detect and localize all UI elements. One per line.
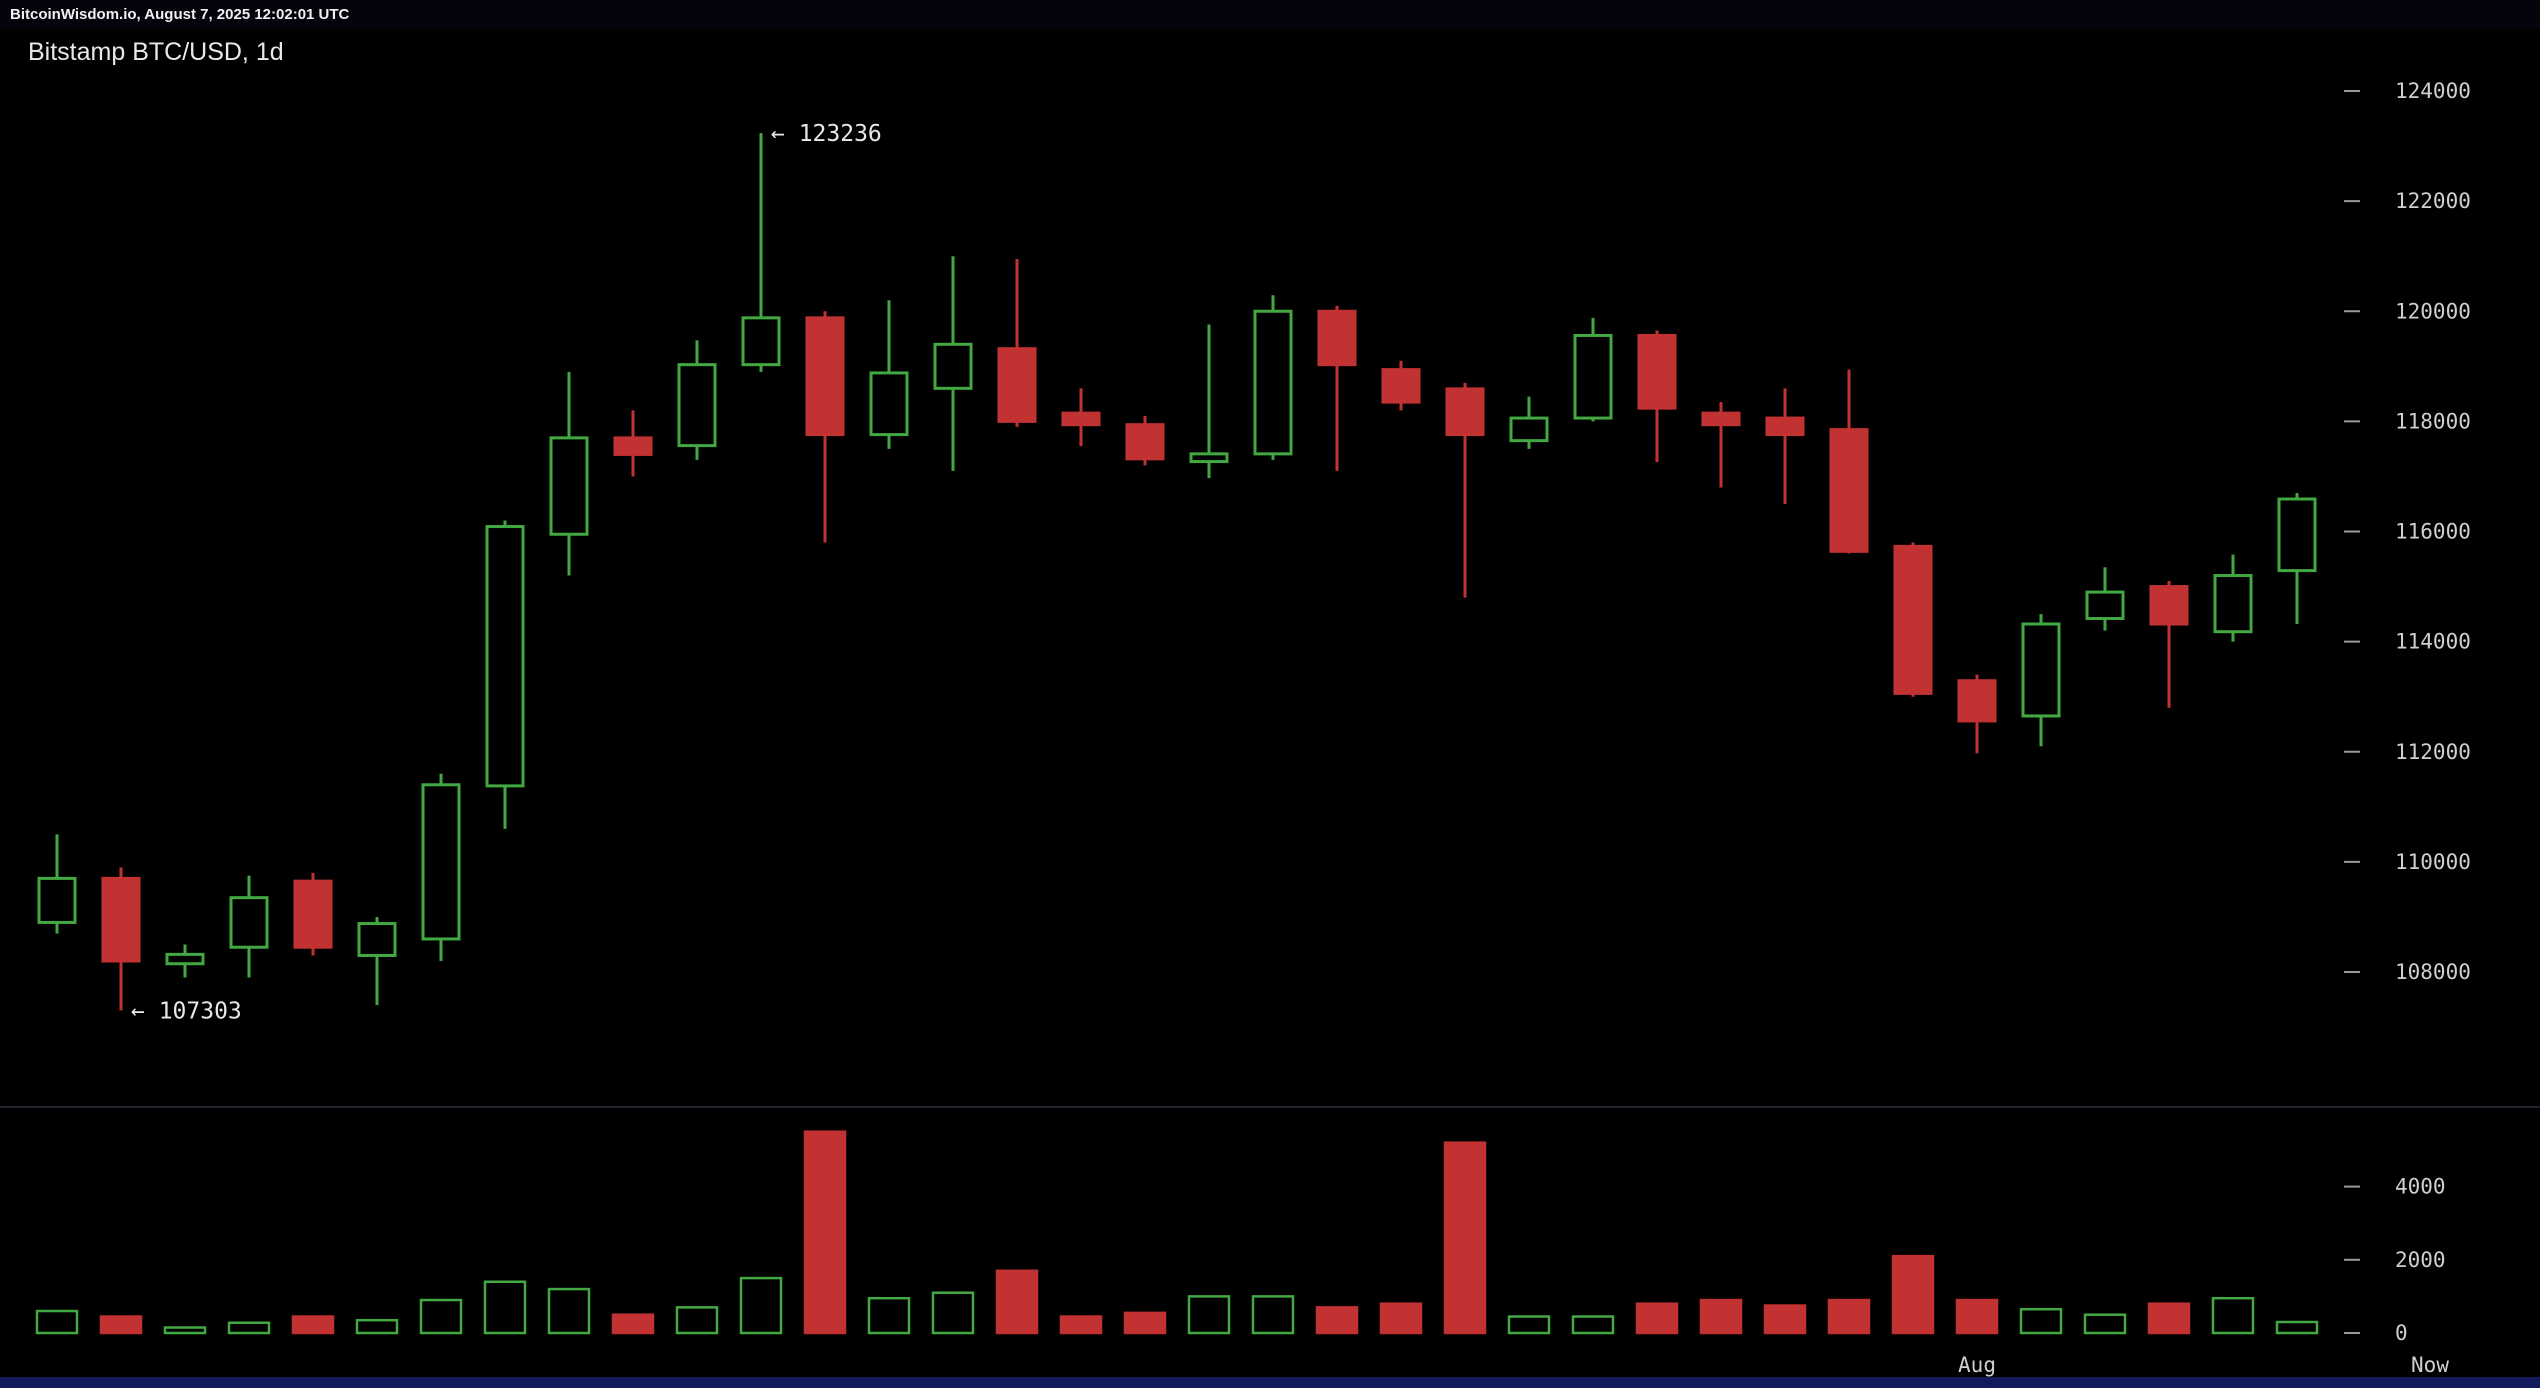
- candle-down: [997, 347, 1037, 423]
- volume-bar-down: [1891, 1254, 1935, 1335]
- candle-up: [2213, 574, 2253, 634]
- volume-bar-up: [2019, 1307, 2063, 1335]
- volume-bar-down: [1763, 1304, 1807, 1335]
- volume-bar-up: [1507, 1315, 1551, 1335]
- price-axis-label: 108000: [2395, 960, 2471, 984]
- candle-down: [1829, 428, 1869, 553]
- bottom-strip: [0, 1377, 2540, 1388]
- candle-down: [1445, 387, 1485, 437]
- high-price-annotation: ← 123236: [771, 121, 882, 147]
- x-axis-label-aug: Aug: [1958, 1353, 1996, 1377]
- volume-axis-label: 4000: [2395, 1175, 2446, 1199]
- candle-up: [1253, 309, 1293, 456]
- x-axis-label-now: Now: [2411, 1353, 2449, 1377]
- candle-down: [101, 876, 141, 963]
- volume-bar-down: [1443, 1141, 1487, 1335]
- volume-bar-up: [1187, 1295, 1231, 1335]
- volume-bar-down: [2147, 1302, 2191, 1335]
- volume-bar-up: [483, 1280, 527, 1335]
- candle-down: [1893, 544, 1933, 695]
- volume-bar-down: [1955, 1298, 1999, 1335]
- candle-down: [1061, 411, 1101, 427]
- candle-down: [1125, 423, 1165, 461]
- volume-bar-up: [2275, 1320, 2319, 1335]
- volume-bar-down: [291, 1315, 335, 1335]
- candle-up: [229, 896, 269, 949]
- volume-bar-up: [739, 1276, 783, 1335]
- candle-up: [485, 525, 525, 788]
- candle-down: [2149, 585, 2189, 626]
- volume-bar-down: [1315, 1306, 1359, 1335]
- candle-up: [1509, 416, 1549, 443]
- candle-down: [1317, 309, 1357, 367]
- volume-axis-label: 0: [2395, 1321, 2408, 1345]
- volume-axis-label: 2000: [2395, 1248, 2446, 1272]
- candle-down: [1381, 368, 1421, 404]
- volume-bar-down: [803, 1130, 847, 1335]
- volume-bar-up: [163, 1326, 207, 1335]
- price-axis-label: 118000: [2395, 409, 2471, 433]
- candle-down: [1957, 679, 1997, 723]
- price-axis-label: 110000: [2395, 850, 2471, 874]
- candle-up: [421, 783, 461, 941]
- candle-up: [165, 952, 205, 966]
- chart-title: Bitstamp BTC/USD, 1d: [28, 38, 284, 66]
- candle-up: [549, 436, 589, 536]
- volume-bar-up: [1571, 1315, 1615, 1335]
- volume-bar-up: [1251, 1295, 1295, 1335]
- volume-bar-down: [1827, 1298, 1871, 1335]
- candle-up: [37, 876, 77, 924]
- volume-bar-down: [1379, 1302, 1423, 1335]
- volume-bar-up: [227, 1321, 271, 1335]
- volume-bar-down: [995, 1269, 1039, 1335]
- volume-bar-down: [1699, 1298, 1743, 1335]
- price-axis-label: 112000: [2395, 740, 2471, 764]
- volume-bar-up: [931, 1291, 975, 1335]
- candle-up: [1189, 452, 1229, 464]
- candle-down: [1701, 411, 1741, 427]
- price-axis-label: 120000: [2395, 299, 2471, 323]
- candle-up: [677, 363, 717, 448]
- price-axis-label: 122000: [2395, 189, 2471, 213]
- price-axis-label: 124000: [2395, 79, 2471, 103]
- price-axis-label: 114000: [2395, 630, 2471, 654]
- volume-bar-up: [355, 1318, 399, 1335]
- status-bar-text: BitcoinWisdom.io, August 7, 2025 12:02:0…: [10, 6, 350, 23]
- candle-down: [613, 436, 653, 456]
- candle-up: [869, 371, 909, 437]
- candle-up: [357, 922, 397, 957]
- candle-down: [1765, 416, 1805, 437]
- candle-up: [1573, 333, 1613, 420]
- volume-bar-down: [1059, 1315, 1103, 1335]
- candle-down: [1637, 333, 1677, 410]
- volume-bar-up: [2083, 1313, 2127, 1335]
- low-price-annotation: ← 107303: [131, 998, 242, 1024]
- volume-bar-down: [99, 1315, 143, 1335]
- candle-down: [805, 316, 845, 437]
- volume-bar-up: [547, 1287, 591, 1335]
- volume-bar-up: [35, 1309, 79, 1335]
- candle-up: [933, 342, 973, 390]
- volume-bar-up: [2211, 1296, 2255, 1335]
- candle-up: [2085, 590, 2125, 620]
- candle-up: [2021, 622, 2061, 718]
- candle-up: [2277, 497, 2317, 573]
- volume-bar-down: [1123, 1311, 1167, 1335]
- candle-down: [293, 879, 333, 949]
- volume-bar-down: [611, 1313, 655, 1335]
- volume-bar-down: [1635, 1302, 1679, 1335]
- volume-bar-up: [675, 1306, 719, 1335]
- status-bar: BitcoinWisdom.io, August 7, 2025 12:02:0…: [0, 0, 2540, 29]
- candle-up: [741, 316, 781, 367]
- price-axis-label: 116000: [2395, 520, 2471, 544]
- volume-bar-up: [419, 1298, 463, 1335]
- volume-bar-up: [867, 1296, 911, 1335]
